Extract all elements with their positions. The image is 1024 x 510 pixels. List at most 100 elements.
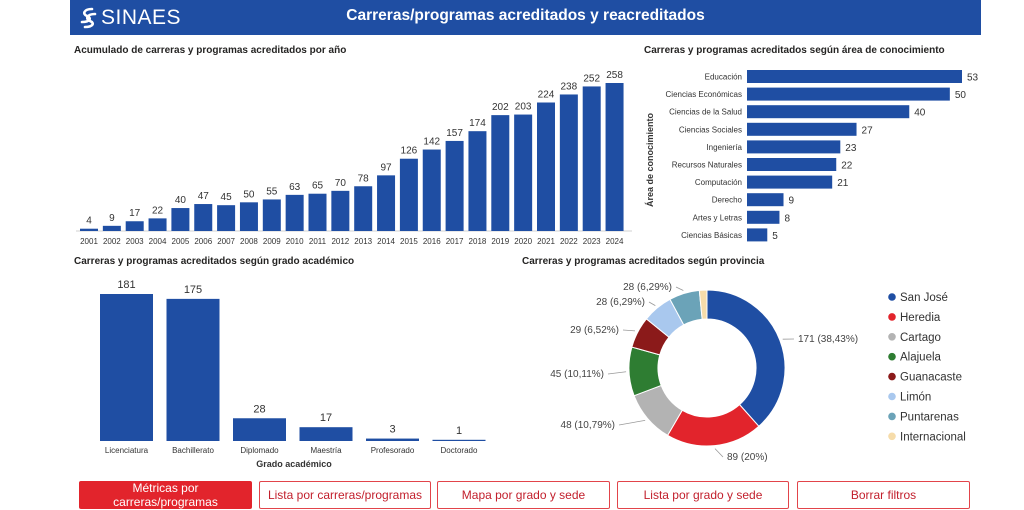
x-tick-2014: 2014: [377, 237, 395, 246]
data-label-4: 23: [845, 143, 857, 154]
bar-3[interactable]: [299, 427, 353, 441]
data-label-2008: 50: [243, 189, 255, 200]
legend-label-6[interactable]: Puntarenas: [900, 411, 959, 423]
y-tick-4: Ingeniería: [706, 143, 742, 152]
bar-2001[interactable]: [80, 228, 98, 231]
nav-button-3[interactable]: Lista por grado y sede: [617, 481, 789, 509]
nav-button-4[interactable]: Borrar filtros: [797, 481, 970, 509]
y-tick-5: Recursos Naturales: [672, 161, 742, 170]
bar-1[interactable]: [166, 298, 220, 441]
y-axis-title: Área de conocimiento: [645, 112, 655, 207]
nav-button-2[interactable]: Mapa por grado y sede: [437, 481, 610, 509]
bar-2006[interactable]: [194, 204, 213, 231]
y-tick-3: Ciencias Sociales: [679, 125, 742, 134]
bar-2022[interactable]: [559, 94, 578, 231]
nav-button-1[interactable]: Lista por carreras/programas: [259, 481, 431, 509]
bar-2011[interactable]: [308, 193, 327, 231]
nav-button-0[interactable]: Métricas por carreras/programas: [79, 481, 252, 509]
legend-label-4[interactable]: Guanacaste: [900, 372, 962, 384]
province-chart-title: Carreras y programas acreditados según p…: [522, 256, 765, 267]
bar-2003[interactable]: [125, 221, 144, 231]
bar-6[interactable]: [747, 175, 833, 189]
x-tick-2010: 2010: [286, 237, 304, 246]
data-label-2017: 157: [446, 128, 463, 139]
x-tick-2001: 2001: [80, 237, 98, 246]
data-label-2009: 55: [266, 186, 278, 197]
x-tick-2004: 2004: [149, 237, 167, 246]
bar-2012[interactable]: [331, 190, 350, 231]
bar-7[interactable]: [747, 193, 784, 207]
legend-label-0[interactable]: San José: [900, 292, 948, 304]
bar-0[interactable]: [747, 70, 962, 83]
degree-chart-title: Carreras y programas acreditados según g…: [74, 256, 355, 267]
bar-4[interactable]: [366, 438, 419, 441]
x-tick-2003: 2003: [126, 237, 144, 246]
y-tick-2: Ciencias de la Salud: [669, 108, 742, 117]
bar-2023[interactable]: [582, 86, 601, 231]
legend-label-5[interactable]: Limón: [900, 392, 931, 404]
area-bar-chart: Educación 53 Ciencias Económicas 50 Ciencias…: [645, 70, 979, 242]
data-label-2015: 126: [401, 146, 418, 157]
x-tick-2024: 2024: [606, 237, 624, 246]
legend-marker-2: [888, 333, 896, 341]
bar-2002[interactable]: [102, 225, 121, 231]
bar-9[interactable]: [747, 228, 768, 242]
data-label-2012: 70: [335, 178, 347, 189]
data-label-2004: 22: [152, 205, 164, 216]
legend-label-7[interactable]: Internacional: [900, 431, 966, 443]
bar-2024[interactable]: [605, 83, 624, 231]
x-tick-2022: 2022: [560, 237, 578, 246]
x-tick-2015: 2015: [400, 237, 418, 246]
x-tick-5: Doctorado: [441, 446, 478, 455]
bar-3[interactable]: [747, 122, 857, 136]
x-axis-title: Grado académico: [256, 459, 332, 469]
leader-line-3: [607, 371, 627, 375]
bar-2010[interactable]: [285, 194, 304, 231]
cumulative-chart-title: Acumulado de carreras y programas acredi…: [74, 45, 347, 56]
bar-2005[interactable]: [171, 208, 190, 231]
bar-2[interactable]: [233, 418, 286, 441]
x-tick-2019: 2019: [491, 237, 509, 246]
x-tick-2009: 2009: [263, 237, 281, 246]
bar-2007[interactable]: [217, 205, 236, 231]
bar-2015[interactable]: [399, 158, 418, 231]
bar-2020[interactable]: [514, 114, 533, 231]
leader-line-5: [648, 301, 656, 306]
bar-8[interactable]: [747, 210, 780, 224]
bar-2[interactable]: [747, 105, 910, 119]
bar-2021[interactable]: [537, 102, 555, 231]
bar-2008[interactable]: [239, 202, 258, 231]
bar-2018[interactable]: [468, 131, 487, 231]
bar-0[interactable]: [100, 294, 153, 441]
data-label-2016: 142: [423, 137, 440, 148]
x-tick-2023: 2023: [583, 237, 601, 246]
bar-2019[interactable]: [491, 115, 510, 231]
bar-5[interactable]: [432, 439, 486, 441]
data-label-2002: 9: [109, 213, 115, 224]
bar-2017[interactable]: [445, 140, 464, 231]
data-label-2: 40: [914, 108, 926, 119]
bar-2016[interactable]: [422, 149, 441, 231]
x-tick-2012: 2012: [331, 237, 349, 246]
bar-1[interactable]: [747, 87, 950, 101]
bar-2009[interactable]: [262, 199, 281, 231]
legend-label-2[interactable]: Cartago: [900, 332, 941, 344]
bar-5[interactable]: [747, 158, 837, 171]
bar-2013[interactable]: [354, 186, 373, 231]
bar-2014[interactable]: [377, 175, 396, 231]
data-label-6: 28 (6,29%): [623, 282, 672, 293]
slice-7[interactable]: [698, 289, 708, 320]
legend-marker-1: [888, 313, 896, 321]
x-tick-3: Maestría: [310, 446, 342, 455]
bar-4[interactable]: [747, 140, 841, 154]
data-label-2006: 47: [198, 191, 210, 202]
data-label-1: 89 (20%): [727, 452, 768, 463]
data-label-0: 171 (38,43%): [798, 334, 858, 345]
legend-marker-3: [888, 352, 896, 361]
legend-label-3[interactable]: Alajuela: [900, 352, 942, 364]
bar-2004[interactable]: [148, 218, 167, 231]
legend-label-1[interactable]: Heredia: [900, 312, 941, 324]
data-label-2013: 78: [358, 173, 370, 184]
slice-0[interactable]: [706, 289, 786, 427]
legend-marker-5: [888, 392, 896, 401]
